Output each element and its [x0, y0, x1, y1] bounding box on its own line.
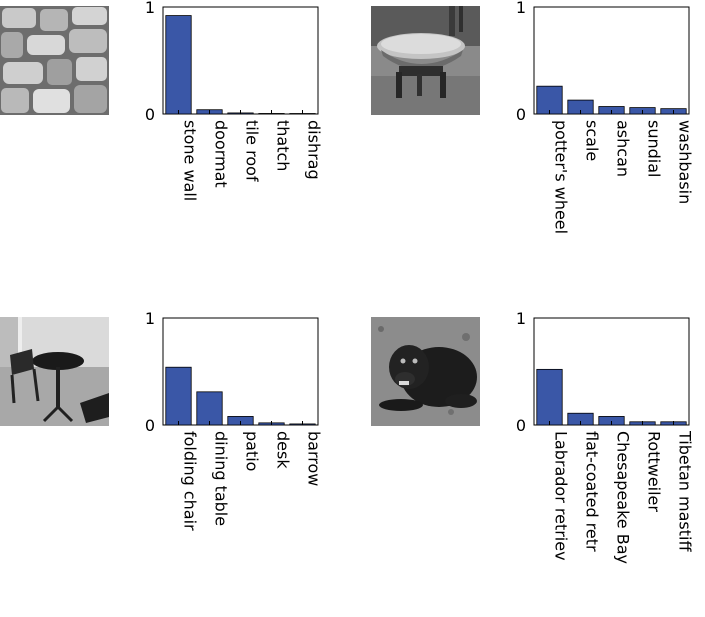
- y-tick-label: 1: [145, 309, 155, 328]
- category-label: patio: [243, 431, 262, 471]
- category-label: washbasin: [676, 120, 695, 204]
- stone-wall-photo: [0, 6, 109, 115]
- bar: [536, 368, 563, 426]
- category-label: dishrag: [305, 120, 324, 180]
- result-panel-potters-wheel: 0 1 potter's wheel scale ashcan sundial washba…: [371, 0, 705, 306]
- patio-table-chairs-photo: [0, 317, 109, 426]
- bar: [165, 366, 192, 426]
- y-tick-label: 0: [516, 105, 526, 124]
- category-label: Tibetan mastiff: [676, 430, 695, 552]
- category-label: potter's wheel: [552, 120, 571, 234]
- bar-chart: 0 1 potter's wheel scale ashcan sundial washba…: [516, 0, 695, 234]
- category-label: flat-coated retr: [583, 431, 602, 552]
- metal-pan-on-stand-photo: [371, 6, 480, 115]
- category-label: dining table: [212, 431, 231, 526]
- result-panel-stone-wall: 0 1 stone wall doormat tile roof thatch dishra…: [0, 0, 352, 306]
- y-tick-label: 1: [145, 0, 155, 17]
- category-label: barrow: [305, 431, 324, 486]
- result-panel-folding-chair: 0 1 folding chair dining table patio desk barr…: [0, 309, 352, 617]
- black-dog-photo: [371, 317, 480, 426]
- bar-chart: 0 1 Labrador retriev flat-coated retr Chesap…: [516, 309, 695, 564]
- category-label: Labrador retriev: [552, 431, 571, 561]
- result-panel-labrador: 0 1 Labrador retriev flat-coated retr Chesap…: [371, 309, 705, 617]
- y-tick-label: 0: [145, 416, 155, 435]
- bar: [196, 391, 223, 426]
- bar-chart: 0 1 folding chair dining table patio desk barr…: [145, 309, 324, 531]
- y-tick-label: 1: [516, 309, 526, 328]
- category-label: thatch: [274, 120, 293, 171]
- category-label: ashcan: [614, 120, 633, 177]
- category-label: tile roof: [243, 120, 262, 182]
- category-label: Rottweiler: [645, 431, 664, 512]
- category-label: Chesapeake Bay: [614, 431, 633, 564]
- category-label: doormat: [212, 120, 231, 188]
- y-tick-label: 0: [145, 105, 155, 124]
- y-tick-label: 1: [516, 0, 526, 17]
- bar: [165, 15, 192, 115]
- bar-chart: 0 1 stone wall doormat tile roof thatch dishra…: [145, 0, 324, 201]
- category-label: sundial: [645, 120, 664, 177]
- bar: [536, 85, 563, 115]
- category-label: folding chair: [181, 431, 200, 531]
- category-label: stone wall: [181, 120, 200, 201]
- category-label: desk: [274, 431, 293, 469]
- category-label: scale: [583, 120, 602, 161]
- y-tick-label: 0: [516, 416, 526, 435]
